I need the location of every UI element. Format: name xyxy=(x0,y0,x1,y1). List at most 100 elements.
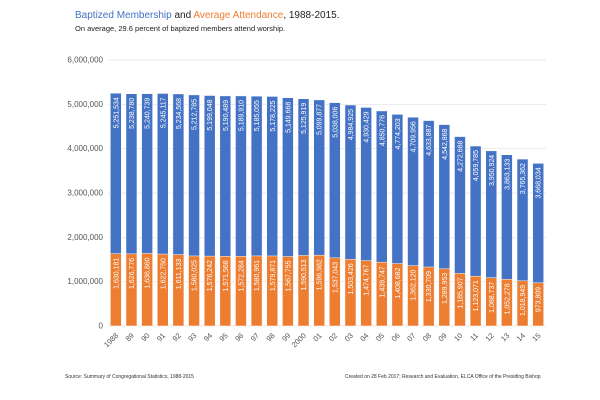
title-membership: Baptized Membership xyxy=(75,10,172,21)
x-tick-label: 02 xyxy=(327,331,339,343)
attendance-data-label: 1,123,071 xyxy=(473,280,480,311)
membership-data-label: 5,245,117 xyxy=(160,97,167,128)
attendance-bar xyxy=(219,256,232,327)
membership-data-label: 5,190,489 xyxy=(223,100,230,131)
attendance-data-label: 1,572,284 xyxy=(238,260,245,291)
attendance-data-label: 1,611,133 xyxy=(176,258,183,289)
attendance-bar xyxy=(297,255,310,327)
attendance-bar xyxy=(532,282,544,327)
x-tick-label: 92 xyxy=(171,331,183,343)
attendance-data-label: 1,596,982 xyxy=(317,259,324,290)
membership-data-label: 5,099,877 xyxy=(317,104,324,135)
membership-data-label: 4,059,785 xyxy=(473,150,480,181)
membership-data-label: 4,984,925 xyxy=(348,109,355,140)
membership-data-label: 5,125,919 xyxy=(301,103,308,134)
x-tick-label: 95 xyxy=(217,331,229,343)
attendance-bar xyxy=(110,253,122,327)
y-tick-label: 1,000,000 xyxy=(67,277,103,286)
membership-data-label: 3,668,034 xyxy=(536,167,543,198)
y-tick-label: 3,000,000 xyxy=(67,189,103,198)
title-years: , 1988-2015. xyxy=(283,10,340,21)
membership-data-label: 4,709,956 xyxy=(411,121,418,152)
attendance-bar xyxy=(141,253,153,327)
title-attendance: Average Attendance xyxy=(193,10,284,21)
membership-data-label: 4,272,688 xyxy=(457,140,464,171)
chart-title: Baptized Membership and Average Attendan… xyxy=(75,10,339,21)
y-tick-label: 5,000,000 xyxy=(67,100,103,109)
attendance-data-label: 1,580,961 xyxy=(254,260,261,291)
attendance-bar xyxy=(203,255,216,327)
attendance-bar xyxy=(376,261,388,327)
membership-data-label: 5,234,568 xyxy=(176,98,183,129)
attendance-bar xyxy=(125,253,138,327)
x-tick-label: 93 xyxy=(186,331,198,343)
attendance-bar xyxy=(344,259,357,327)
attendance-data-label: 1,626,776 xyxy=(129,258,136,289)
attendance-bar xyxy=(469,275,482,327)
attendance-bar xyxy=(329,257,341,327)
attendance-data-label: 1,580,025 xyxy=(192,260,199,291)
membership-data-label: 4,542,868 xyxy=(442,129,449,160)
attendance-bar xyxy=(266,255,278,327)
attendance-data-label: 1,185,907 xyxy=(457,277,464,308)
membership-data-label: 5,178,225 xyxy=(270,100,277,131)
attendance-bar xyxy=(391,263,404,327)
attendance-data-label: 1,567,755 xyxy=(285,260,292,291)
attendance-bar xyxy=(438,268,451,327)
x-tick-label: 2000 xyxy=(290,331,308,349)
attendance-bar xyxy=(157,253,169,327)
attendance-data-label: 1,330,709 xyxy=(426,271,433,302)
x-tick-label: 05 xyxy=(374,331,386,343)
attendance-data-label: 1,503,426 xyxy=(348,263,355,294)
attendance-data-label: 1,408,682 xyxy=(395,267,402,298)
x-tick-label: 09 xyxy=(436,331,448,343)
attendance-data-label: 973,809 xyxy=(536,287,543,312)
attendance-bar xyxy=(501,279,513,327)
attendance-data-label: 1,576,242 xyxy=(207,260,214,291)
x-tick-label: 08 xyxy=(421,331,433,343)
attendance-data-label: 1,474,767 xyxy=(364,265,371,296)
y-tick-label: 0 xyxy=(99,322,104,331)
attendance-bar xyxy=(313,254,325,327)
x-tick-label: 89 xyxy=(124,331,136,343)
membership-data-label: 5,038,006 xyxy=(332,107,339,138)
attendance-data-label: 1,289,953 xyxy=(442,273,449,304)
membership-data-label: 4,774,203 xyxy=(395,118,402,149)
x-tick-label: 14 xyxy=(515,331,527,343)
source-note: Source: Summary of Congregational Statis… xyxy=(65,374,194,380)
x-tick-label: 01 xyxy=(311,331,323,343)
attendance-bar xyxy=(360,260,372,327)
x-tick-label: 98 xyxy=(264,331,276,343)
y-tick-label: 4,000,000 xyxy=(67,144,103,153)
attendance-data-label: 1,636,860 xyxy=(145,257,152,288)
membership-data-label: 5,240,739 xyxy=(145,98,152,129)
attendance-data-label: 1,579,871 xyxy=(270,260,277,291)
chart-subtitle: On average, 29.6 percent of baptized mem… xyxy=(75,24,286,33)
membership-data-label: 5,149,668 xyxy=(285,102,292,133)
attendance-bar xyxy=(235,256,247,327)
title-and: and xyxy=(171,10,194,21)
x-tick-label: 1988 xyxy=(102,331,120,349)
attendance-data-label: 1,362,120 xyxy=(411,270,418,301)
attendance-data-label: 1,439,747 xyxy=(379,266,386,297)
attendance-bar xyxy=(282,256,294,327)
attendance-data-label: 1,018,949 xyxy=(520,285,527,316)
attendance-data-label: 1,088,737 xyxy=(489,282,496,313)
attendance-bar xyxy=(250,255,263,327)
attendance-bar xyxy=(188,255,200,327)
x-tick-label: 96 xyxy=(233,331,245,343)
membership-data-label: 3,863,133 xyxy=(504,159,511,190)
x-tick-label: 12 xyxy=(483,331,495,343)
x-tick-label: 90 xyxy=(139,331,151,343)
x-tick-label: 04 xyxy=(358,331,370,343)
membership-data-label: 5,189,910 xyxy=(238,100,245,131)
attendance-data-label: 1,571,568 xyxy=(223,260,230,291)
attendance-bar xyxy=(422,266,435,327)
membership-data-label: 5,185,055 xyxy=(254,100,261,131)
x-tick-label: 03 xyxy=(343,331,355,343)
attendance-data-label: 1,622,750 xyxy=(160,258,167,289)
membership-data-label: 3,950,924 xyxy=(489,155,496,186)
x-tick-label: 91 xyxy=(155,331,167,343)
x-tick-label: 13 xyxy=(499,331,511,343)
